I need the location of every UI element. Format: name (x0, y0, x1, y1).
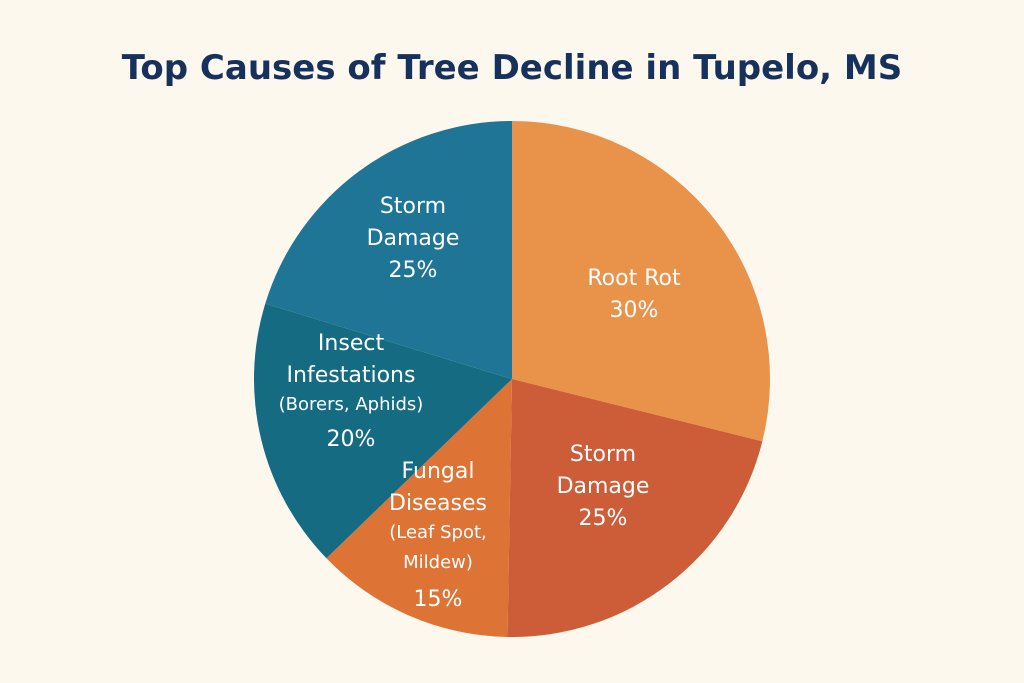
pie-slice-4 (254, 303, 512, 559)
pie-slice-5 (265, 121, 512, 379)
pie-slice-2 (507, 379, 763, 637)
slice-value-label: 25% (579, 506, 628, 531)
slice-category-label: (Borers, Aphids) (279, 394, 424, 415)
slice-value-label: 30% (610, 298, 659, 323)
chart-title: Top Causes of Tree Decline in Tupelo, MS (121, 48, 903, 88)
slice-category-label: Damage (557, 474, 650, 499)
pie-labels: Root Rot 30% Storm Damage 25% Fungal Diseases (… (279, 194, 681, 612)
slice-category-label: Storm (570, 442, 636, 467)
slice-category-label: Insect (318, 331, 385, 356)
slice-category-label: Infestations (287, 363, 416, 388)
slice-value-label: 25% (389, 258, 438, 283)
slice-category-label: Mildew) (403, 552, 473, 573)
slice-category-label: Root Rot (587, 266, 681, 291)
slice-value-label: 15% (414, 587, 463, 612)
slice-category-label: Storm (380, 194, 446, 219)
slice-value-label: 20% (327, 427, 376, 452)
slice-category-label: Damage (367, 226, 460, 251)
slice-category-label: (Leaf Spot, (389, 522, 487, 543)
pie-slice-3 (326, 379, 512, 637)
pie-slices (254, 121, 771, 637)
slice-category-label: Fungal (402, 459, 475, 484)
pie-slice-1 (512, 121, 771, 442)
slice-category-label: Diseases (389, 491, 487, 516)
